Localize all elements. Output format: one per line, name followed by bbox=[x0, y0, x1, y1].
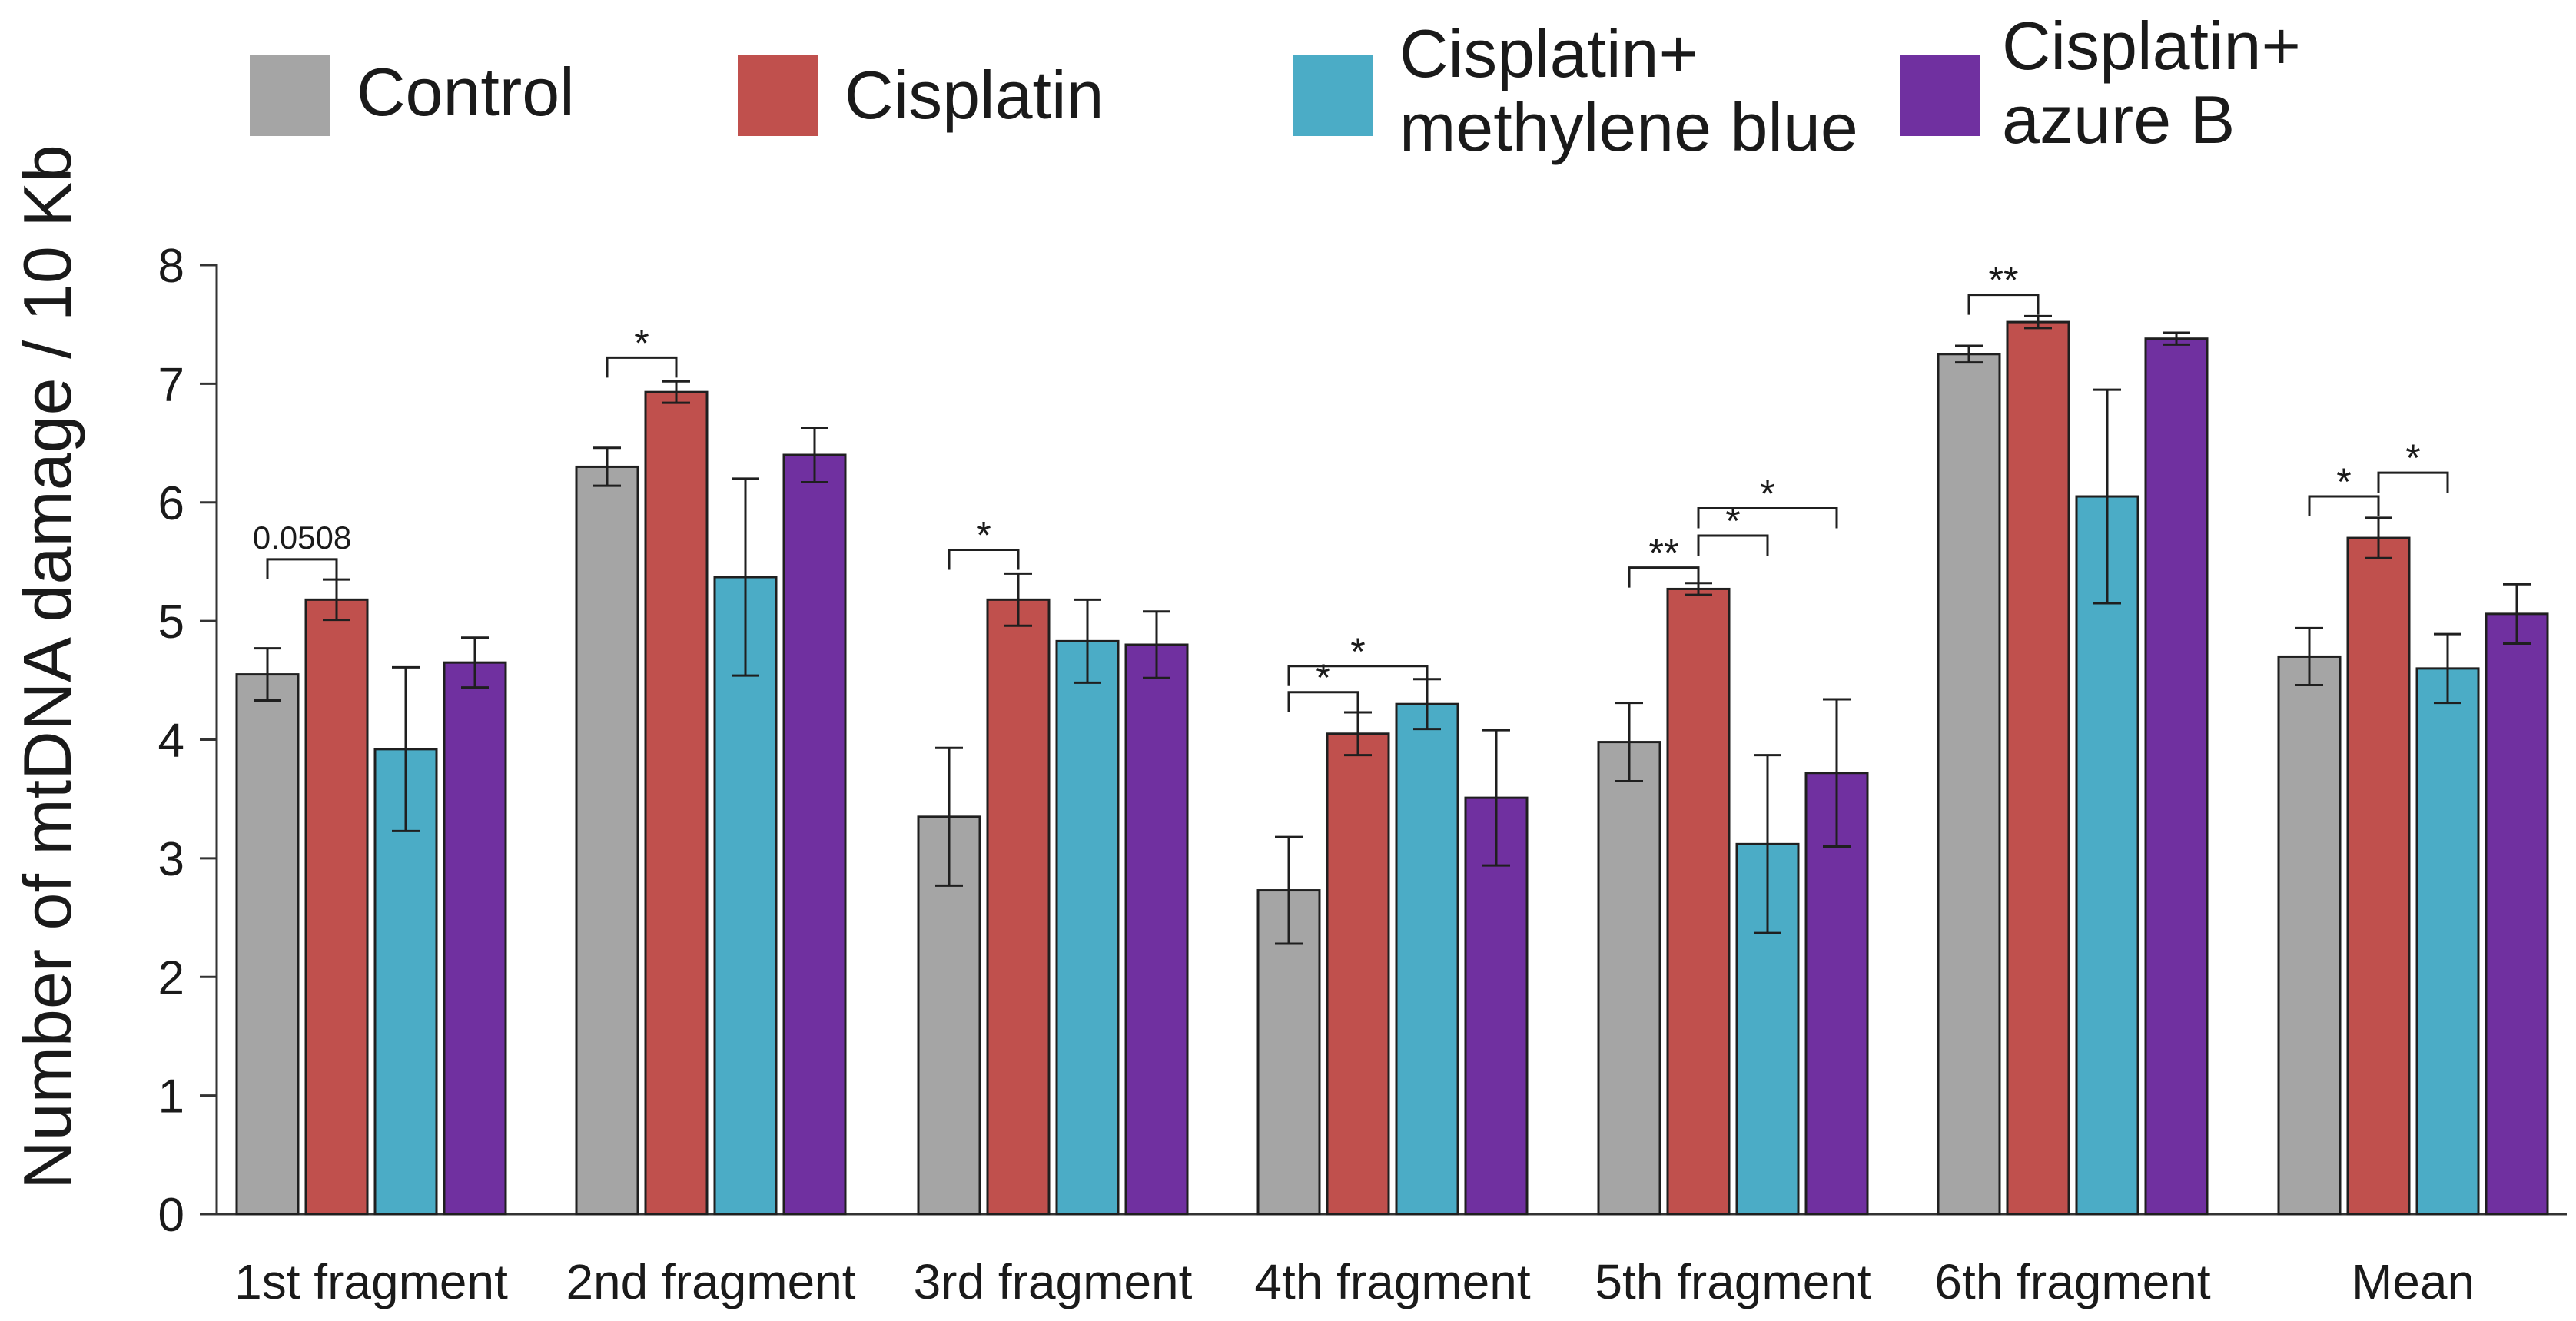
bar bbox=[1124, 643, 1189, 1216]
significance-bracket bbox=[606, 356, 678, 378]
x-tick-label: 5th fragment bbox=[1595, 1254, 1871, 1309]
legend-item-control: Control bbox=[250, 48, 575, 136]
bar bbox=[2346, 536, 2411, 1216]
significance-bracket bbox=[1287, 691, 1359, 712]
legend-swatch-control bbox=[250, 55, 330, 136]
y-tick-label: 5 bbox=[158, 596, 184, 649]
significance-label: * bbox=[1350, 630, 1365, 673]
legend-item-cisplatin-azure-b: Cisplatin+ azure B bbox=[1900, 9, 2301, 157]
significance-label: ** bbox=[1989, 259, 2019, 302]
bar bbox=[1597, 741, 1661, 1216]
bar bbox=[2006, 320, 2070, 1216]
legend-label-cisplatin-azure-b: Cisplatin+ azure B bbox=[2002, 8, 2301, 158]
bar bbox=[304, 598, 369, 1216]
bar bbox=[1464, 796, 1529, 1216]
significance-bracket bbox=[948, 549, 1020, 570]
y-tick-label: 6 bbox=[158, 477, 184, 530]
x-tick-label: Mean bbox=[2352, 1254, 2475, 1309]
significance-label: 0.0508 bbox=[253, 519, 351, 556]
y-tick-label: 7 bbox=[158, 358, 184, 411]
bar bbox=[1055, 639, 1120, 1216]
y-tick-label: 3 bbox=[158, 833, 184, 886]
y-tick-label: 2 bbox=[158, 951, 184, 1004]
significance-bracket bbox=[1967, 294, 2040, 315]
bar bbox=[1937, 353, 2001, 1216]
bar bbox=[1395, 702, 1459, 1216]
legend-swatch-cisplatin-methylene-blue bbox=[1293, 55, 1373, 136]
bar bbox=[2415, 667, 2480, 1216]
bar bbox=[2075, 495, 2139, 1216]
bar bbox=[2485, 612, 2549, 1216]
legend-label-cisplatin: Cisplatin bbox=[845, 57, 1104, 133]
x-tick-label: 2nd fragment bbox=[566, 1254, 855, 1309]
legend-label-control: Control bbox=[357, 54, 575, 130]
significance-label: * bbox=[1725, 500, 1740, 543]
significance-label: * bbox=[634, 321, 649, 364]
y-tick-label: 0 bbox=[158, 1189, 184, 1242]
legend-item-cisplatin: Cisplatin bbox=[738, 48, 1104, 136]
significance-label: * bbox=[1316, 656, 1330, 699]
x-tick-label: 3rd fragment bbox=[914, 1254, 1193, 1309]
y-tick-label: 4 bbox=[158, 715, 184, 768]
bar bbox=[782, 453, 847, 1216]
legend-swatch-cisplatin bbox=[738, 55, 818, 136]
legend: Control Cisplatin Cisplatin+ methylene b… bbox=[0, 0, 2576, 200]
x-tick-label: 4th fragment bbox=[1254, 1254, 1531, 1309]
significance-bracket bbox=[2308, 495, 2380, 517]
bar bbox=[235, 673, 300, 1216]
y-tick-label: 1 bbox=[158, 1070, 184, 1124]
significance-label: * bbox=[1760, 472, 1774, 515]
significance-bracket bbox=[266, 558, 338, 579]
significance-bracket bbox=[1697, 506, 1838, 529]
bar bbox=[1326, 732, 1390, 1216]
bar bbox=[986, 598, 1051, 1216]
y-tick-label: 8 bbox=[158, 240, 184, 293]
significance-bracket bbox=[1287, 665, 1429, 686]
x-tick-label: 6th fragment bbox=[1934, 1254, 2211, 1309]
significance-label: * bbox=[2405, 436, 2420, 480]
legend-swatch-cisplatin-azure-b bbox=[1900, 55, 1980, 136]
bar bbox=[443, 661, 507, 1216]
bar bbox=[2144, 337, 2209, 1216]
bar bbox=[1666, 587, 1731, 1216]
bar bbox=[644, 390, 709, 1216]
legend-label-cisplatin-methylene-blue: Cisplatin+ methylene blue bbox=[1399, 15, 1858, 165]
legend-item-cisplatin-methylene-blue: Cisplatin+ methylene blue bbox=[1293, 17, 1858, 164]
significance-label: ** bbox=[1649, 532, 1679, 575]
significance-label: * bbox=[2336, 460, 2351, 503]
significance-bracket bbox=[1697, 534, 1769, 556]
significance-bracket bbox=[1628, 566, 1700, 588]
bar bbox=[2277, 655, 2342, 1216]
significance-label: * bbox=[976, 514, 991, 557]
x-tick-label: 1st fragment bbox=[234, 1254, 508, 1309]
significance-bracket bbox=[2377, 471, 2449, 493]
bar bbox=[575, 465, 639, 1216]
